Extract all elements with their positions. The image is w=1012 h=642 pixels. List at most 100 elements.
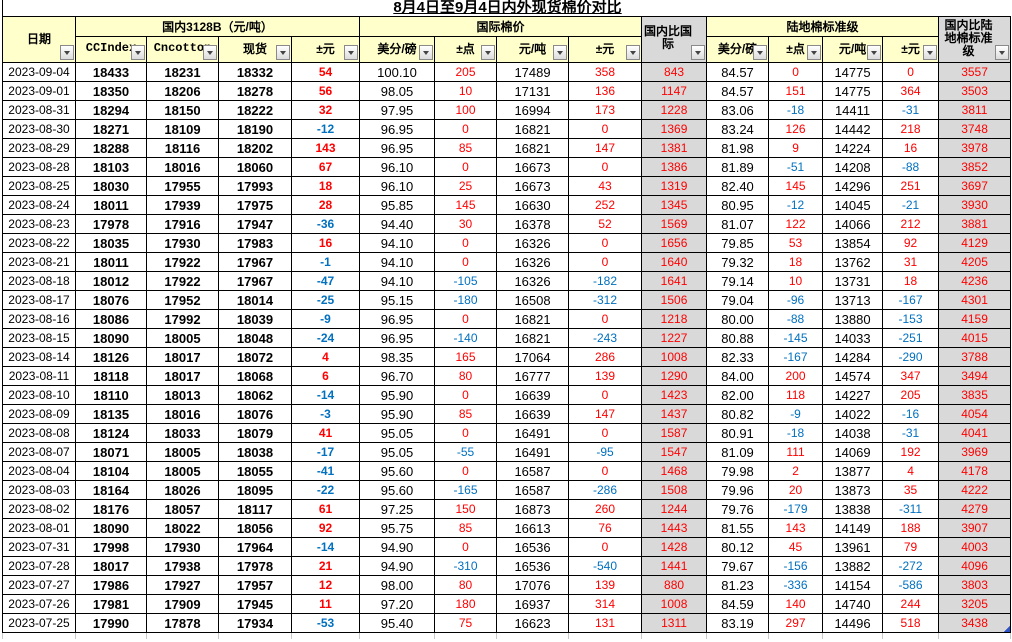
cell-ccindex[interactable]: 18071 <box>75 442 147 462</box>
cell-spot-change[interactable]: 11 <box>290 594 361 614</box>
cell-upland-yuan[interactable]: 14411 <box>822 100 884 120</box>
cell-upland-yuan[interactable]: 13877 <box>822 461 884 481</box>
cell-upland-yuan[interactable]: 14066 <box>822 214 884 234</box>
cell-cncotton[interactable]: 18206 <box>146 81 219 101</box>
cell-upland-yuan[interactable]: 13961 <box>822 537 884 557</box>
cell-upland-cents[interactable]: 81.55 <box>706 518 770 538</box>
cell-domestic-vs-intl[interactable]: 1228 <box>641 100 708 120</box>
cell-intl-cents[interactable]: 94.10 <box>359 271 436 291</box>
cell-intl-cents[interactable]: 95.05 <box>359 442 436 462</box>
cell-date[interactable]: 2023-08-30 <box>2 119 76 139</box>
cell-date[interactable]: 2023-08-01 <box>2 518 76 538</box>
cell-ccindex[interactable]: 18076 <box>75 290 147 310</box>
cell-spot[interactable]: 18056 <box>218 518 292 538</box>
cell-upland-yuan-change[interactable]: -586 <box>882 575 940 595</box>
cell-domestic-vs-upland[interactable]: 3697 <box>938 176 1012 196</box>
cell-upland-yuan-change[interactable]: 79 <box>882 537 940 557</box>
cell-upland-yuan[interactable]: 14775 <box>822 62 884 82</box>
cell-spot-change[interactable]: 18 <box>290 176 361 196</box>
cell-ccindex[interactable]: 18164 <box>75 480 147 500</box>
cell-intl-yuan[interactable]: 16937 <box>496 594 570 614</box>
cell-ccindex[interactable]: 17990 <box>75 613 147 633</box>
filter-button[interactable] <box>481 45 496 60</box>
cell-spot[interactable]: 18072 <box>218 347 292 367</box>
cell-intl-yuan[interactable]: 16536 <box>496 556 570 576</box>
cell-date[interactable]: 2023-09-04 <box>2 62 76 82</box>
cell-intl-points[interactable]: 0 <box>434 252 498 272</box>
cell-cncotton[interactable]: 17922 <box>146 271 219 291</box>
cell-cncotton[interactable]: 18026 <box>146 480 219 500</box>
cell-spot[interactable]: 18076 <box>218 404 292 424</box>
cell-upland-cents[interactable]: 79.85 <box>706 233 770 253</box>
cell-domestic-vs-upland[interactable]: 3557 <box>938 62 1012 82</box>
cell-cncotton[interactable]: 17955 <box>146 176 219 196</box>
cell-intl-cents[interactable]: 95.15 <box>359 290 436 310</box>
cell-intl-points[interactable]: 150 <box>434 499 498 519</box>
cell-domestic-vs-intl[interactable]: 1244 <box>641 499 708 519</box>
cell-intl-cents[interactable]: 97.95 <box>359 100 436 120</box>
cell-intl-points[interactable]: 180 <box>434 594 498 614</box>
cell-date[interactable]: 2023-07-31 <box>2 537 76 557</box>
cell-upland-yuan[interactable]: 13880 <box>822 309 884 329</box>
cell-upland-points[interactable]: -12 <box>768 195 824 215</box>
cell-cncotton[interactable]: 18109 <box>146 119 219 139</box>
cell-spot-change[interactable]: 92 <box>290 518 361 538</box>
filter-button[interactable] <box>419 45 434 60</box>
filter-button[interactable] <box>344 45 359 60</box>
cell-intl-yuan[interactable]: 16587 <box>496 461 570 481</box>
cell-spot-change[interactable]: -9 <box>290 309 361 329</box>
filter-button[interactable] <box>131 45 145 60</box>
cell-upland-points[interactable]: -9 <box>768 404 824 424</box>
cell-domestic-vs-upland[interactable]: 4003 <box>938 537 1012 557</box>
cell-intl-yuan-change[interactable]: 260 <box>568 499 643 519</box>
cell-spot[interactable]: 17975 <box>218 195 292 215</box>
cell-intl-yuan[interactable]: 16623 <box>496 613 570 633</box>
cell-intl-yuan-change[interactable]: 147 <box>568 138 643 158</box>
cell-intl-yuan-change[interactable]: 52 <box>568 214 643 234</box>
cell-intl-yuan[interactable]: 16639 <box>496 404 570 424</box>
cell-intl-points[interactable]: 85 <box>434 138 498 158</box>
cell-cncotton[interactable]: 17927 <box>146 575 219 595</box>
cell-upland-yuan[interactable]: 13882 <box>822 556 884 576</box>
cell-intl-yuan[interactable]: 16491 <box>496 423 570 443</box>
cell-ccindex[interactable]: 18110 <box>75 385 147 405</box>
cell-spot[interactable]: 18095 <box>218 480 292 500</box>
cell-spot-change[interactable]: -36 <box>290 214 361 234</box>
cell-spot[interactable]: 18038 <box>218 442 292 462</box>
cell-intl-yuan-change[interactable]: 0 <box>568 385 643 405</box>
cell-intl-yuan-change[interactable]: 139 <box>568 366 643 386</box>
cell-ccindex[interactable]: 18126 <box>75 347 147 367</box>
cell-upland-points[interactable]: 126 <box>768 119 824 139</box>
cell-intl-cents[interactable]: 94.40 <box>359 214 436 234</box>
cell-intl-yuan-change[interactable]: 0 <box>568 537 643 557</box>
cell-intl-points[interactable]: 30 <box>434 214 498 234</box>
cell-date[interactable]: 2023-08-03 <box>2 480 76 500</box>
cell-intl-yuan-change[interactable]: -95 <box>568 442 643 462</box>
cell-ccindex[interactable]: 18433 <box>75 62 147 82</box>
cell-date[interactable]: 2023-08-28 <box>2 157 76 177</box>
cell-domestic-vs-intl[interactable]: 1641 <box>641 271 708 291</box>
cell-intl-cents[interactable]: 95.85 <box>359 195 436 215</box>
cell-upland-cents[interactable]: 84.00 <box>706 366 770 386</box>
cell-domestic-vs-upland[interactable]: 4015 <box>938 328 1012 348</box>
cell-upland-yuan[interactable]: 14022 <box>822 404 884 424</box>
cell-upland-yuan-change[interactable]: 244 <box>882 594 940 614</box>
cell-ccindex[interactable]: 18086 <box>75 309 147 329</box>
cell-upland-yuan[interactable]: 14296 <box>822 176 884 196</box>
cell-intl-yuan-change[interactable]: 358 <box>568 62 643 82</box>
cell-domestic-vs-intl[interactable]: 1319 <box>641 176 708 196</box>
cell-domestic-vs-intl[interactable]: 1569 <box>641 214 708 234</box>
filter-button[interactable] <box>276 45 290 60</box>
cell-domestic-vs-intl[interactable]: 1547 <box>641 442 708 462</box>
cell-intl-yuan-change[interactable]: -243 <box>568 328 643 348</box>
cell-intl-yuan[interactable]: 16378 <box>496 214 570 234</box>
cell-upland-cents[interactable]: 81.89 <box>706 157 770 177</box>
cell-intl-points[interactable]: -165 <box>434 480 498 500</box>
cell-spot[interactable]: 18055 <box>218 461 292 481</box>
cell-intl-yuan-change[interactable]: -312 <box>568 290 643 310</box>
cell-domestic-vs-upland[interactable]: 4178 <box>938 461 1012 481</box>
cell-domestic-vs-intl[interactable]: 1345 <box>641 195 708 215</box>
cell-intl-cents[interactable]: 94.10 <box>359 233 436 253</box>
cell-upland-cents[interactable]: 80.00 <box>706 309 770 329</box>
cell-cncotton[interactable]: 17952 <box>146 290 219 310</box>
